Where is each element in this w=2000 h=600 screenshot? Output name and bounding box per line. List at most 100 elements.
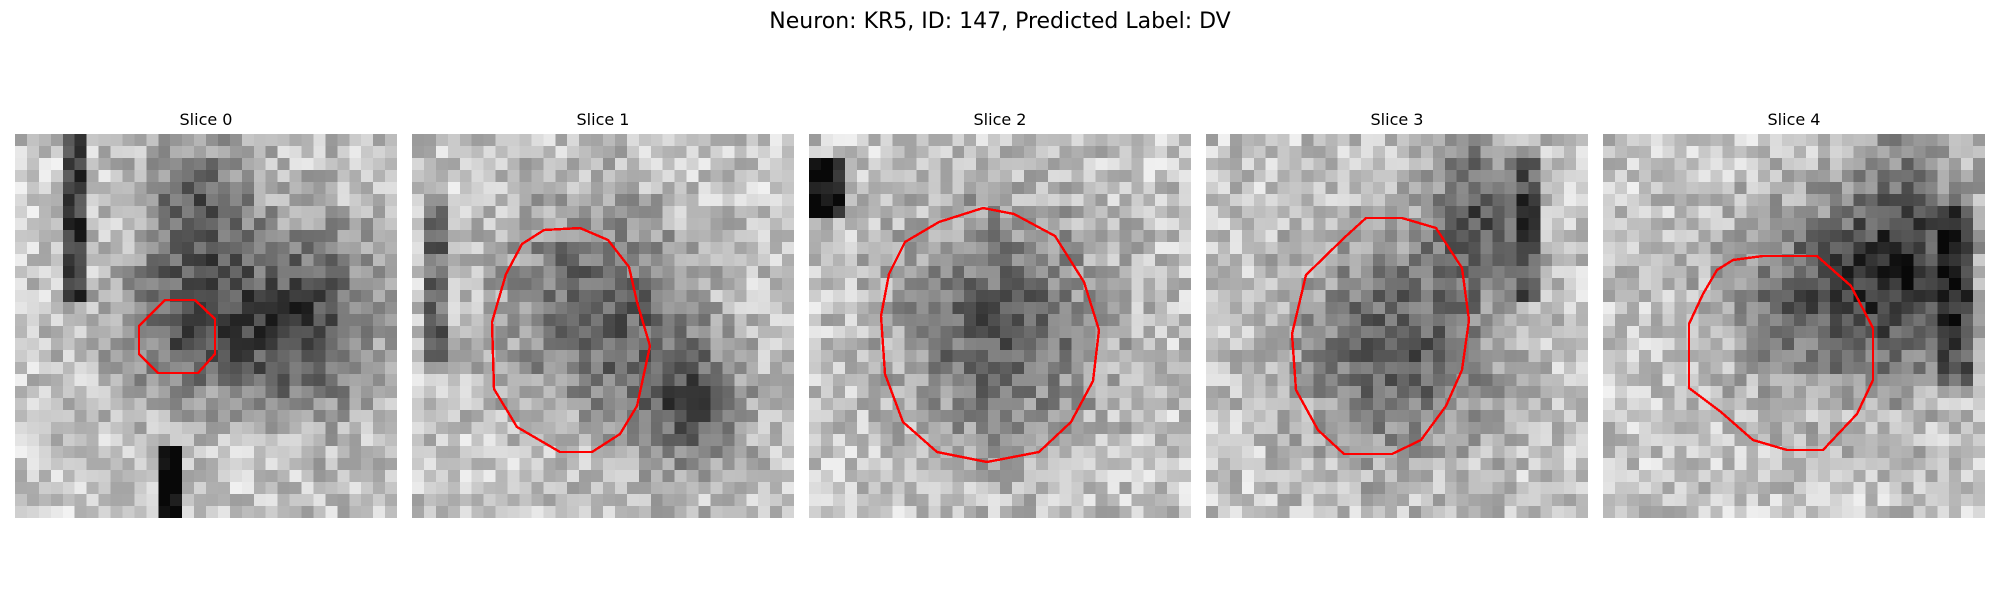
image-pixel — [531, 182, 544, 195]
image-pixel — [940, 230, 953, 243]
image-pixel — [1758, 278, 1771, 291]
image-pixel — [27, 314, 40, 327]
image-pixel — [496, 494, 509, 507]
image-pixel — [1818, 314, 1831, 327]
image-pixel — [1206, 494, 1219, 507]
slice-panel-3: Slice 3 — [1206, 110, 1588, 518]
image-pixel — [782, 158, 794, 171]
image-pixel — [99, 158, 112, 171]
slice-image-3 — [1206, 134, 1588, 518]
image-pixel — [15, 410, 28, 423]
image-pixel — [519, 278, 532, 291]
image-pixel — [1699, 362, 1712, 375]
image-pixel — [1746, 182, 1759, 195]
image-pixel — [916, 458, 929, 471]
image-pixel — [1242, 302, 1255, 315]
image-pixel — [1266, 218, 1279, 231]
image-pixel — [1540, 350, 1553, 363]
image-pixel — [699, 434, 712, 447]
image-pixel — [290, 338, 303, 351]
image-pixel — [1842, 386, 1855, 399]
image-pixel — [1758, 218, 1771, 231]
image-pixel — [242, 386, 255, 399]
image-pixel — [1651, 194, 1664, 207]
image-pixel — [1782, 290, 1795, 303]
image-pixel — [1794, 422, 1807, 435]
image-pixel — [1937, 290, 1950, 303]
image-pixel — [1639, 266, 1652, 279]
image-pixel — [424, 494, 437, 507]
image-pixel — [1107, 146, 1120, 159]
image-pixel — [579, 470, 592, 483]
image-pixel — [809, 350, 822, 363]
image-pixel — [436, 194, 449, 207]
image-pixel — [1564, 266, 1577, 279]
image-pixel — [1564, 434, 1577, 447]
image-pixel — [460, 506, 473, 518]
image-pixel — [1409, 290, 1422, 303]
image-pixel — [531, 146, 544, 159]
image-pixel — [436, 254, 449, 267]
image-pixel — [1072, 362, 1085, 375]
image-pixel — [1961, 326, 1974, 339]
image-pixel — [1012, 434, 1025, 447]
image-pixel — [472, 266, 485, 279]
image-pixel — [373, 266, 386, 279]
image-pixel — [266, 374, 279, 387]
image-pixel — [1615, 410, 1628, 423]
image-pixel — [1842, 362, 1855, 375]
image-pixel — [39, 206, 52, 219]
image-pixel — [615, 314, 628, 327]
image-pixel — [710, 146, 723, 159]
image-pixel — [710, 302, 723, 315]
image-pixel — [857, 194, 870, 207]
image-pixel — [746, 326, 759, 339]
image-pixel — [63, 374, 76, 387]
image-pixel — [1949, 422, 1962, 435]
image-pixel — [1651, 458, 1664, 471]
image-pixel — [928, 158, 941, 171]
image-pixel — [782, 194, 794, 207]
image-pixel — [1540, 470, 1553, 483]
image-pixel — [1663, 290, 1676, 303]
image-pixel — [567, 326, 580, 339]
image-pixel — [1218, 302, 1231, 315]
image-pixel — [206, 374, 219, 387]
image-pixel — [1278, 170, 1291, 183]
image-pixel — [519, 266, 532, 279]
image-pixel — [1325, 218, 1338, 231]
image-pixel — [603, 506, 616, 518]
image-pixel — [881, 206, 894, 219]
image-pixel — [603, 182, 616, 195]
image-pixel — [1504, 302, 1517, 315]
image-pixel — [519, 458, 532, 471]
image-pixel — [1782, 266, 1795, 279]
image-pixel — [1167, 410, 1180, 423]
image-pixel — [1782, 230, 1795, 243]
image-pixel — [325, 158, 338, 171]
image-pixel — [349, 134, 362, 147]
image-pixel — [869, 458, 882, 471]
image-pixel — [821, 278, 834, 291]
image-pixel — [988, 470, 1001, 483]
image-pixel — [782, 266, 794, 279]
image-pixel — [1794, 338, 1807, 351]
image-pixel — [1457, 206, 1470, 219]
image-pixel — [1048, 266, 1061, 279]
image-pixel — [1337, 350, 1350, 363]
image-pixel — [1782, 302, 1795, 315]
image-pixel — [651, 338, 664, 351]
image-pixel — [63, 266, 76, 279]
image-pixel — [519, 494, 532, 507]
image-pixel — [1096, 470, 1109, 483]
image-pixel — [436, 362, 449, 375]
image-pixel — [1890, 278, 1903, 291]
image-pixel — [857, 398, 870, 411]
image-pixel — [170, 254, 183, 267]
image-pixel — [254, 326, 267, 339]
image-pixel — [1854, 254, 1867, 267]
image-pixel — [821, 242, 834, 255]
image-pixel — [325, 278, 338, 291]
image-pixel — [337, 158, 350, 171]
image-pixel — [976, 338, 989, 351]
